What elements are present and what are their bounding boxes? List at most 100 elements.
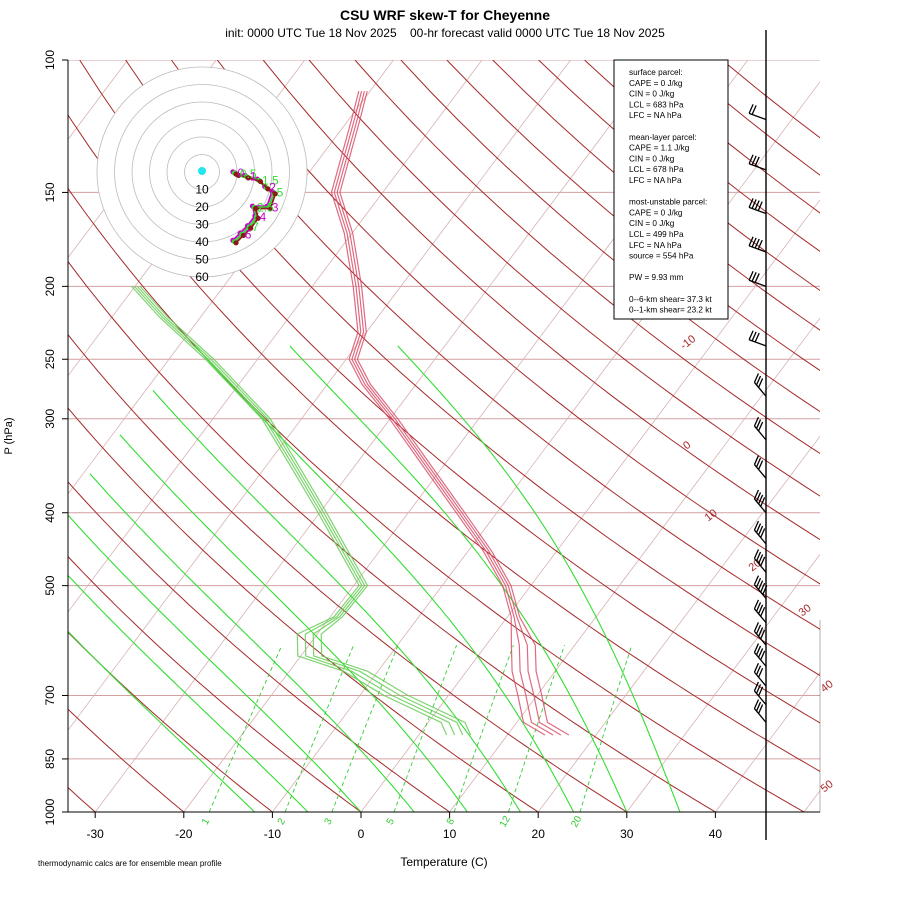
hodograph-ring [184, 154, 220, 190]
wind-barb-feather [755, 492, 762, 502]
hodograph-point [257, 178, 264, 185]
wind-barb-feather [760, 528, 766, 538]
wind-barb-feather [758, 460, 764, 470]
wind-barb-feather [758, 378, 764, 388]
stats-line: most-unstable parcel: [629, 198, 707, 207]
wind-barb-feather [753, 416, 760, 427]
wind-barb [753, 455, 767, 479]
wind-barb-feather [753, 622, 760, 632]
hodograph-point [255, 215, 261, 221]
dry-adiabat [446, 60, 820, 372]
x-axis-label: Temperature (C) [400, 855, 487, 869]
x-tick-label: 20 [532, 827, 546, 841]
hodograph-point [245, 175, 251, 181]
hodograph-ring [149, 119, 255, 225]
stats-line: LFC = NA hPa [629, 176, 682, 185]
wind-barb [748, 198, 767, 215]
chart-subtitle: init: 0000 UTC Tue 18 Nov 2025 00-hr for… [225, 26, 665, 40]
wind-barb-feather [751, 331, 757, 342]
hodograph-ring-label: 30 [195, 218, 209, 232]
y-tick-label: 200 [43, 276, 57, 296]
hodograph-ring-label: 10 [195, 183, 209, 197]
dry-adiabat-label: 0 [681, 439, 693, 452]
dry-adiabat [68, 786, 96, 812]
stats-box: surface parcel: CAPE = 0 J/kg CIN = 0 J/kg… [613, 59, 729, 320]
wind-barb-feather [755, 375, 762, 386]
isotherm-line [272, 81, 820, 812]
dry-adiabat [68, 555, 362, 812]
stats-line: PW = 9.93 mm [629, 273, 684, 282]
mixing-ratio-label: 1 [200, 816, 213, 827]
wind-barb-feather [754, 238, 760, 249]
stats-line: 0--1-km shear= 23.2 kt [629, 306, 712, 315]
wind-barb-feather [748, 198, 754, 208]
wind-barb-feather [748, 154, 754, 164]
wind-barb-feather [755, 624, 762, 635]
wind-barb-feather [755, 551, 762, 562]
mixing-ratio-label: 2 [276, 816, 289, 827]
wind-barb-feather [755, 645, 762, 656]
dry-adiabat [68, 708, 185, 812]
wind-barb [753, 549, 767, 573]
wind-barb [753, 489, 767, 514]
mixing-ratio-line [393, 645, 458, 812]
x-tick-label: 30 [620, 827, 634, 841]
hodograph-height-label: 2.5 [257, 200, 274, 214]
wind-barb-feather [751, 272, 757, 282]
wind-barb-feather [755, 523, 762, 533]
x-tick-label: -30 [87, 827, 105, 841]
temperature-profile-line [330, 90, 546, 736]
wind-barb-shaft [748, 163, 767, 171]
dewpoint-profile-line [131, 285, 448, 736]
hodograph-height-label: 2 [269, 181, 276, 195]
wind-barb-feather [748, 330, 754, 341]
wind-barb-feather [751, 155, 757, 166]
dry-adiabat [170, 60, 820, 630]
wind-barb-feather [758, 686, 764, 697]
dry-adiabat [400, 60, 820, 413]
wind-barb-feather [753, 489, 760, 500]
wind-barb-feather [748, 270, 754, 281]
wind-barb-feather [754, 332, 760, 343]
hodograph-point [253, 205, 259, 212]
wind-barb [748, 236, 767, 253]
wind-barb-feather [758, 667, 764, 678]
wind-barb-shaft [748, 245, 767, 253]
wind-barb [753, 416, 767, 441]
wind-barb-feather [758, 704, 764, 714]
dewpoint-profile-line [134, 285, 456, 736]
hodograph-height-label: 1.5 [262, 173, 279, 187]
hodograph-height-label: 7 [252, 220, 259, 234]
y-tick-label: 850 [43, 749, 57, 769]
mixing-ratio-line [453, 645, 514, 812]
hodograph-height-label: 6 [245, 227, 252, 241]
wind-barb-feather [753, 373, 760, 383]
stats-line: LFC = NA hPa [629, 241, 682, 250]
dry-adiabat [68, 260, 717, 812]
wind-barb-feather [754, 273, 760, 283]
hodograph-ring [131, 101, 273, 243]
wind-barb-feather [760, 582, 766, 593]
dry-adiabat [68, 481, 451, 812]
hodograph-height-label: 0 [237, 166, 244, 180]
stats-line: source = 554 hPa [629, 252, 694, 261]
temperature-profile-line [336, 90, 562, 736]
wind-barb-feather [758, 627, 764, 637]
wind-barb [748, 270, 767, 287]
wind-barb [753, 681, 767, 706]
dry-adiabat-label: -10 [678, 333, 698, 352]
wind-barb-feather [758, 525, 764, 536]
dry-adiabat-label: 50 [819, 778, 836, 795]
isotherm-line [626, 553, 820, 812]
isotherm-line [94, 60, 660, 812]
wind-barb [748, 330, 767, 347]
hodograph-ring [114, 84, 290, 260]
y-axis-label: P (hPa) [3, 417, 15, 454]
mixing-ratio-label: 20 [569, 814, 584, 830]
moist-adiabat [119, 434, 468, 812]
stats-line: mean-layer parcel: [629, 133, 697, 142]
hodograph-ring [96, 66, 308, 278]
hodograph-ring-label: 50 [195, 253, 209, 267]
mixing-ratio-line [208, 645, 283, 812]
